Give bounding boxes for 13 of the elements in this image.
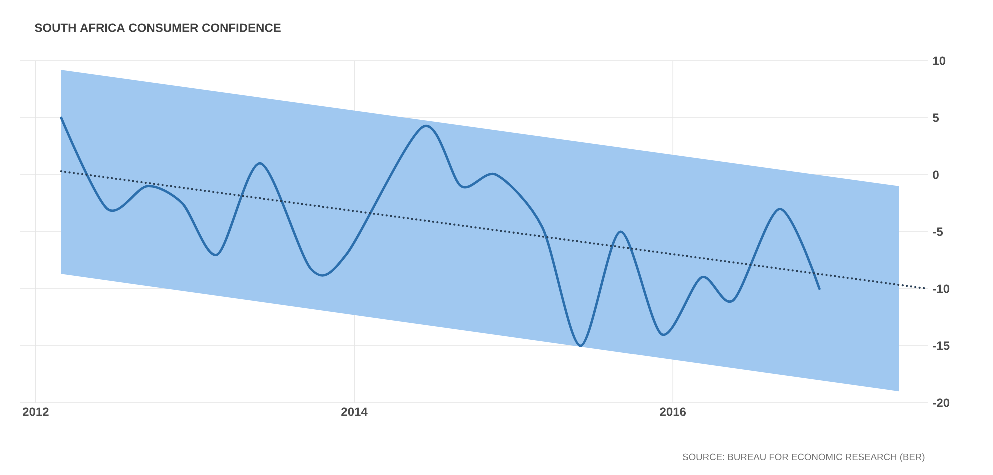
chart-title: SOUTH AFRICA CONSUMER CONFIDENCE (35, 24, 281, 32)
x-tick-label: 2016 (660, 408, 686, 416)
source-note: SOURCE: BUREAU FOR ECONOMIC RESEARCH (BER) (683, 454, 925, 462)
y-tick-label: -10 (933, 284, 950, 294)
y-tick-label: -5 (933, 228, 944, 236)
line-series (60, 116, 821, 348)
y-tick-label: -15 (933, 342, 950, 350)
y-tick-label: 0 (933, 170, 939, 180)
x-tick-label: 2012 (23, 408, 49, 416)
y-tick-label: 10 (933, 56, 946, 66)
y-tick-label: 5 (933, 114, 940, 122)
y-tick-label: -20 (933, 398, 950, 408)
x-tick-label: 2014 (342, 408, 368, 416)
